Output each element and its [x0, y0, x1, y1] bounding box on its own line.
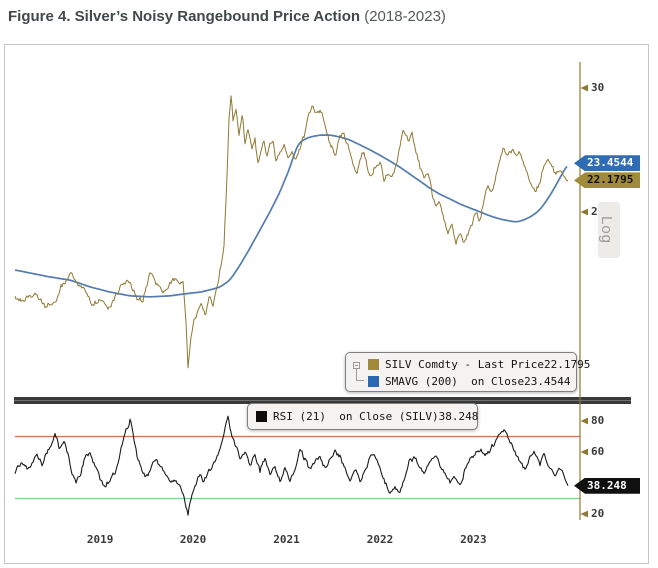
axis-tick-arrow-icon — [580, 448, 588, 456]
figure-title-text: Figure 4. Silver’s Noisy Rangebound Pric… — [8, 8, 361, 25]
rsi-legend-value: 38.248 — [438, 410, 479, 423]
x-axis-label-2022: 2022 — [366, 533, 394, 546]
silv-swatch-icon — [368, 359, 379, 370]
legend-item-rsi[interactable]: RSI (21) on Close (SILV) 38.248 — [256, 408, 478, 425]
rsi-axis-tick-60: 60 — [591, 445, 605, 458]
axis-tick-arrow-icon — [580, 510, 588, 518]
x-axis-label-2023: 2023 — [460, 533, 487, 546]
rsi-line — [14, 415, 569, 516]
x-axis-label-2020: 2020 — [179, 533, 207, 546]
figure-title: Figure 4. Silver’s Noisy Rangebound Pric… — [8, 8, 446, 25]
rsi-axis-tick-20: 20 — [591, 507, 605, 520]
silv-price-line — [14, 95, 569, 369]
axis-tick-arrow-icon — [580, 84, 588, 92]
smavg-line — [14, 134, 568, 298]
smavg-legend-value: 23.4544 — [524, 375, 571, 388]
silv-legend-label: SILV Comdty - Last Price — [385, 358, 544, 371]
silv-last-value-tag: 22.1795 — [574, 172, 640, 189]
legend-item-smavg[interactable]: SMAVG (200) on Close 23.4544 — [368, 373, 571, 390]
price-legend: SILV Comdty - Last Price 22.1795 SMAVG (… — [345, 352, 590, 392]
smavg-swatch-icon — [368, 376, 379, 387]
legend-tree-icon[interactable] — [353, 362, 360, 369]
rsi-legend-label: RSI (21) on Close (SILV) — [273, 410, 439, 423]
legend-tree-connector — [356, 369, 364, 381]
rsi-axis-tick-80: 80 — [591, 414, 605, 427]
axis-tick-arrow-icon — [580, 417, 588, 425]
x-axis-label-2021: 2021 — [273, 533, 300, 546]
smavg-last-value-tag: 23.4544 — [574, 155, 640, 172]
log-scale-toggle[interactable]: Log — [598, 202, 620, 258]
x-axis-label-2019: 2019 — [86, 533, 114, 546]
price-axis-tick-30: 30 — [591, 81, 605, 94]
axis-tick-arrow-icon — [580, 208, 588, 216]
smavg-legend-label: SMAVG (200) on Close — [385, 375, 525, 388]
rsi-swatch-icon — [256, 411, 267, 422]
legend-item-silv[interactable]: SILV Comdty - Last Price 22.1795 — [368, 356, 590, 373]
rsi-last-value-tag: 38.248 — [574, 477, 640, 494]
figure-title-range: (2018-2023) — [360, 8, 446, 25]
rsi-legend: RSI (21) on Close (SILV) 38.248 — [247, 403, 478, 430]
silv-legend-value: 22.1795 — [543, 358, 591, 371]
